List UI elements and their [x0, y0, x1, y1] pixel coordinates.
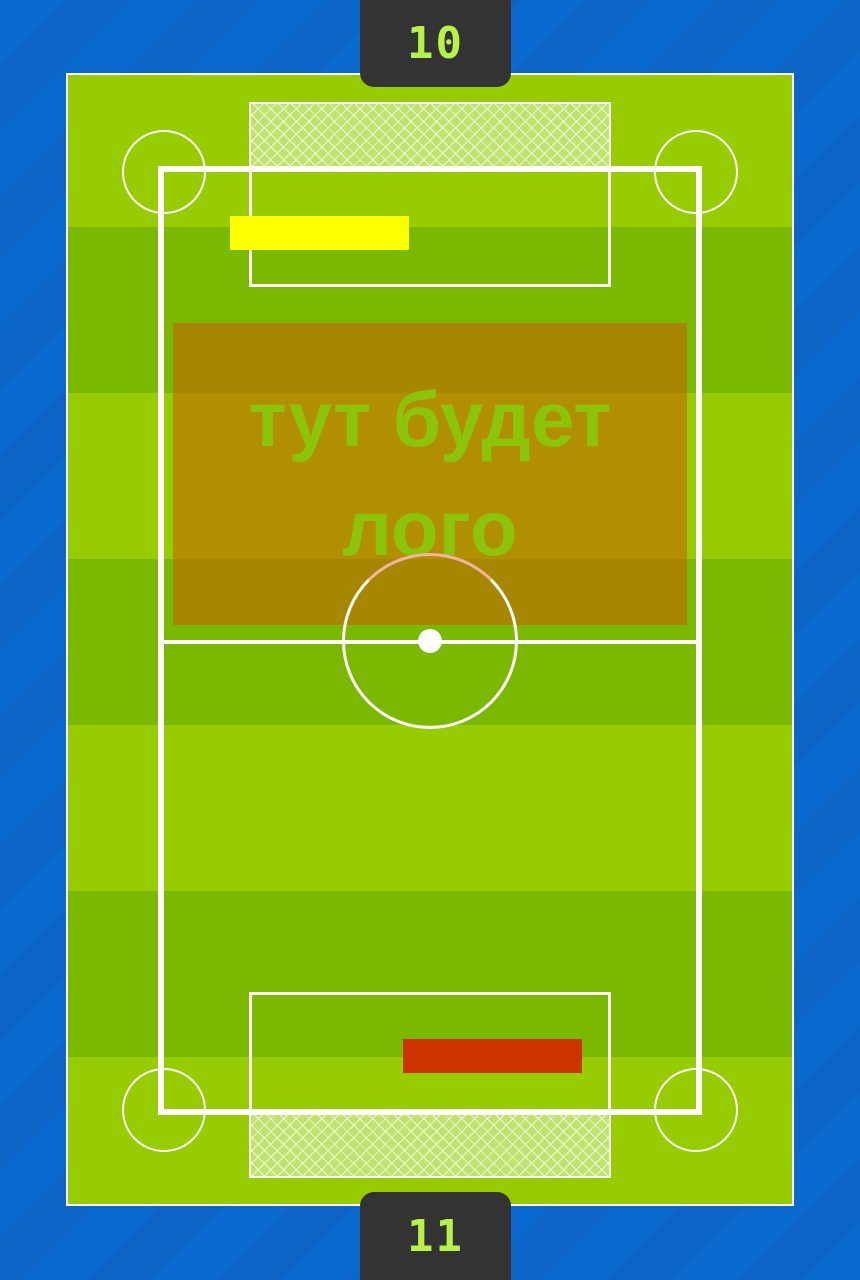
logo-text: тут будет лого	[248, 374, 612, 572]
grass-stripe	[68, 725, 792, 891]
corner-arc-bottom-right	[654, 1068, 738, 1152]
top-goal-net	[249, 102, 611, 168]
bottom-goal-net	[249, 1112, 611, 1178]
grass-stripe	[68, 891, 792, 1057]
center-circle	[342, 553, 518, 729]
top-score-display: 10	[360, 0, 511, 87]
ball	[418, 629, 442, 653]
bottom-score: 11	[407, 1210, 464, 1262]
corner-arc-top-left	[122, 130, 206, 214]
corner-arc-top-right	[654, 130, 738, 214]
bottom-paddle[interactable]	[403, 1039, 582, 1073]
corner-arc-bottom-left	[122, 1068, 206, 1152]
bottom-score-display: 11	[360, 1192, 511, 1280]
bottom-penalty-box	[249, 992, 611, 1112]
top-paddle[interactable]	[230, 216, 409, 250]
top-score: 10	[407, 18, 464, 69]
